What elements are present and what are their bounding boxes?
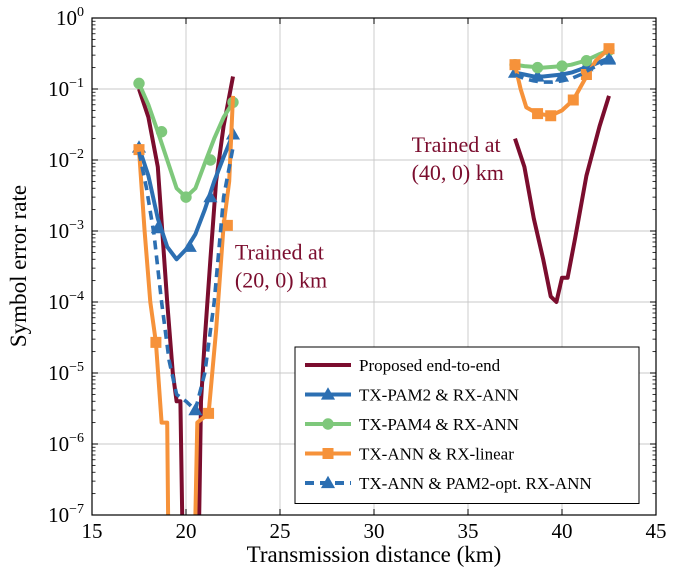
data-point (182, 239, 197, 252)
y-tick-label: 100 (56, 5, 84, 30)
legend-label: TX-PAM4 & RX-ANN (359, 415, 519, 434)
data-point (203, 407, 215, 419)
legend-label: TX-ANN & RX-linear (359, 445, 514, 464)
data-point (580, 55, 593, 67)
y-tick-label: 10−1 (48, 76, 84, 101)
data-point (532, 108, 544, 120)
annotations: Trained at (20, 0) km Trained at (40, 0) km (235, 132, 504, 292)
data-point (203, 189, 218, 203)
legend-label: Proposed end-to-end (359, 356, 501, 375)
y-tick-label: 10−5 (48, 360, 84, 385)
grid (91, 17, 657, 516)
data-point (155, 126, 168, 138)
series-line (514, 57, 610, 84)
y-tick-label: 10−7 (48, 502, 84, 527)
series-line (193, 95, 235, 515)
y-tick-label: 10−6 (48, 431, 84, 456)
annotation-text: (20, 0) km (235, 267, 327, 292)
annotation-text: (40, 0) km (412, 160, 504, 185)
annotation-text: Trained at (235, 239, 324, 264)
series-line (513, 95, 611, 304)
x-tick-label: 20 (176, 519, 197, 543)
legend-marker (320, 475, 336, 489)
legend-label: TX-ANN & PAM2-opt. RX-ANN (359, 474, 592, 493)
data-point (603, 43, 615, 55)
series-line (137, 88, 185, 515)
data-point (150, 336, 162, 348)
data-point (545, 110, 557, 122)
legend-label: TX-PAM2 & RX-ANN (359, 386, 519, 405)
y-tick-label: 10−4 (48, 289, 84, 314)
x-tick-label: 40 (552, 519, 573, 543)
data-point (601, 52, 617, 65)
tick-labels: 15 20 25 30 35 40 45 10−7 10−6 10−5 10−4 10−3 10−2 10… (48, 5, 666, 543)
x-tick-label: 30 (364, 519, 385, 543)
series-line (137, 147, 235, 412)
data-point (531, 61, 544, 74)
x-tick-label: 45 (646, 519, 667, 543)
series-3 (133, 43, 615, 515)
legend-marker (322, 448, 334, 459)
data-point (188, 402, 203, 416)
data-point (180, 191, 192, 203)
legend: Proposed end-to-end TX-PAM2 & RX-ANN TX-PA… (294, 346, 640, 504)
series-0 (137, 76, 611, 515)
data-point (567, 94, 579, 106)
y-tick-label: 10−3 (48, 218, 84, 243)
y-tick-label: 10−2 (48, 147, 84, 172)
series-layer (131, 43, 617, 515)
data-point (133, 77, 145, 90)
x-tick-label: 25 (270, 519, 291, 543)
data-point (221, 219, 233, 231)
x-axis-label: Transmission distance (km) (247, 542, 502, 567)
y-axis-label: Symbol error rate (6, 185, 31, 347)
legend-marker (320, 387, 336, 400)
series-line (197, 76, 235, 515)
ticks (91, 17, 657, 516)
data-point (204, 154, 217, 166)
legend-marker (322, 418, 334, 430)
data-point (509, 59, 521, 71)
x-tick-label: 35 (458, 519, 479, 543)
data-point (556, 60, 568, 72)
legend-box (294, 346, 640, 504)
series-4 (137, 52, 617, 416)
annotation-text: Trained at (412, 132, 501, 157)
x-tick-label: 15 (82, 519, 103, 543)
